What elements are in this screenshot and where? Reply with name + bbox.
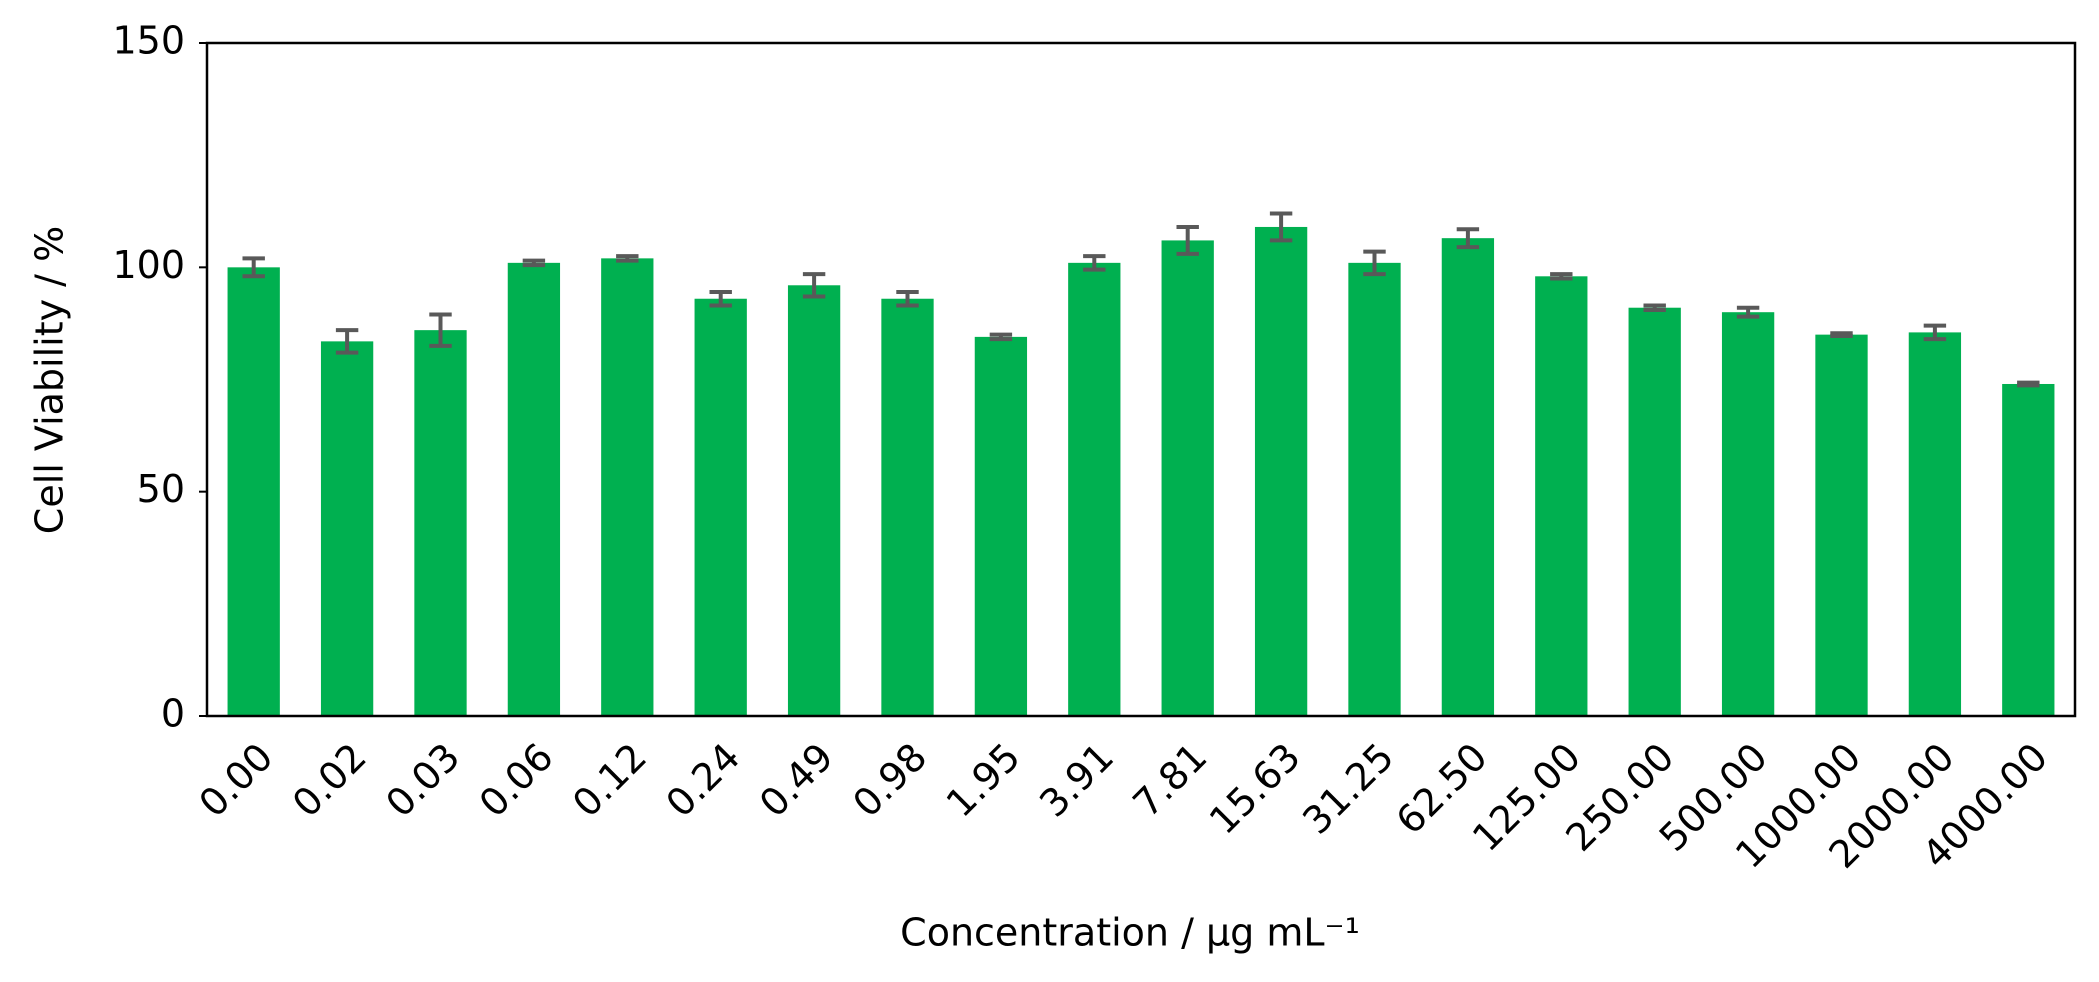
x-tick-label: 1.95 [938, 735, 1029, 826]
bar [1441, 238, 1495, 717]
error-bar [1176, 224, 1199, 256]
y-tick-label: 0 [161, 692, 185, 736]
error-bar [1456, 227, 1480, 250]
error-bar [242, 256, 265, 279]
x-tick-label: 0.49 [751, 735, 842, 826]
error-bar [896, 290, 919, 308]
x-tick-label: 0.02 [284, 735, 375, 826]
bar [787, 285, 841, 716]
bar [1535, 276, 1588, 716]
error-bar [1736, 305, 1760, 319]
error-bar [709, 290, 732, 308]
bar [2002, 383, 2055, 716]
error-bar [1269, 211, 1293, 243]
x-tick-label: 0.03 [377, 735, 468, 826]
error-bar [802, 272, 826, 299]
bar [694, 298, 747, 716]
bar [1908, 332, 1962, 716]
x-axis-label: Concentration / µg mL⁻¹ [900, 911, 1360, 955]
y-tick-label: 150 [112, 19, 185, 63]
bar [974, 336, 1028, 716]
error-bar [1830, 331, 1853, 338]
bar [320, 341, 374, 716]
x-tick-label: 0.98 [844, 735, 935, 826]
error-bar [616, 254, 639, 263]
error-bar [1923, 323, 1947, 342]
error-bar [1643, 303, 1666, 312]
error-bar [1363, 249, 1386, 277]
error-bar [2017, 380, 2040, 388]
bar [881, 298, 934, 716]
bar [1815, 334, 1868, 716]
error-bar [335, 328, 359, 355]
x-tick-label: 0.06 [471, 735, 562, 826]
bar [1348, 262, 1401, 716]
x-tick-label: 3.91 [1031, 735, 1122, 826]
bar [1721, 312, 1775, 716]
bar [227, 267, 280, 716]
bar [1068, 262, 1121, 716]
bar [601, 258, 654, 716]
error-bar [1550, 272, 1573, 281]
y-tick-label: 100 [112, 243, 185, 287]
x-tick-label: 0.00 [191, 735, 282, 826]
y-tick-label: 50 [137, 467, 185, 511]
error-bar [989, 332, 1013, 342]
x-tick-label: 0.12 [564, 735, 655, 826]
x-tick-label: 31.25 [1294, 735, 1402, 843]
x-tick-label: 0.24 [658, 735, 749, 826]
x-tick-label: 15.63 [1201, 735, 1309, 843]
bar [507, 262, 561, 716]
bar [414, 330, 467, 716]
error-bar [429, 312, 452, 348]
error-bar [522, 258, 546, 268]
bar [1161, 240, 1214, 716]
plot-frame [205, 41, 2077, 718]
bar [1628, 307, 1681, 716]
bar [1254, 226, 1308, 716]
error-bar [1083, 254, 1106, 272]
y-axis-label: Cell Viability / % [28, 226, 72, 534]
